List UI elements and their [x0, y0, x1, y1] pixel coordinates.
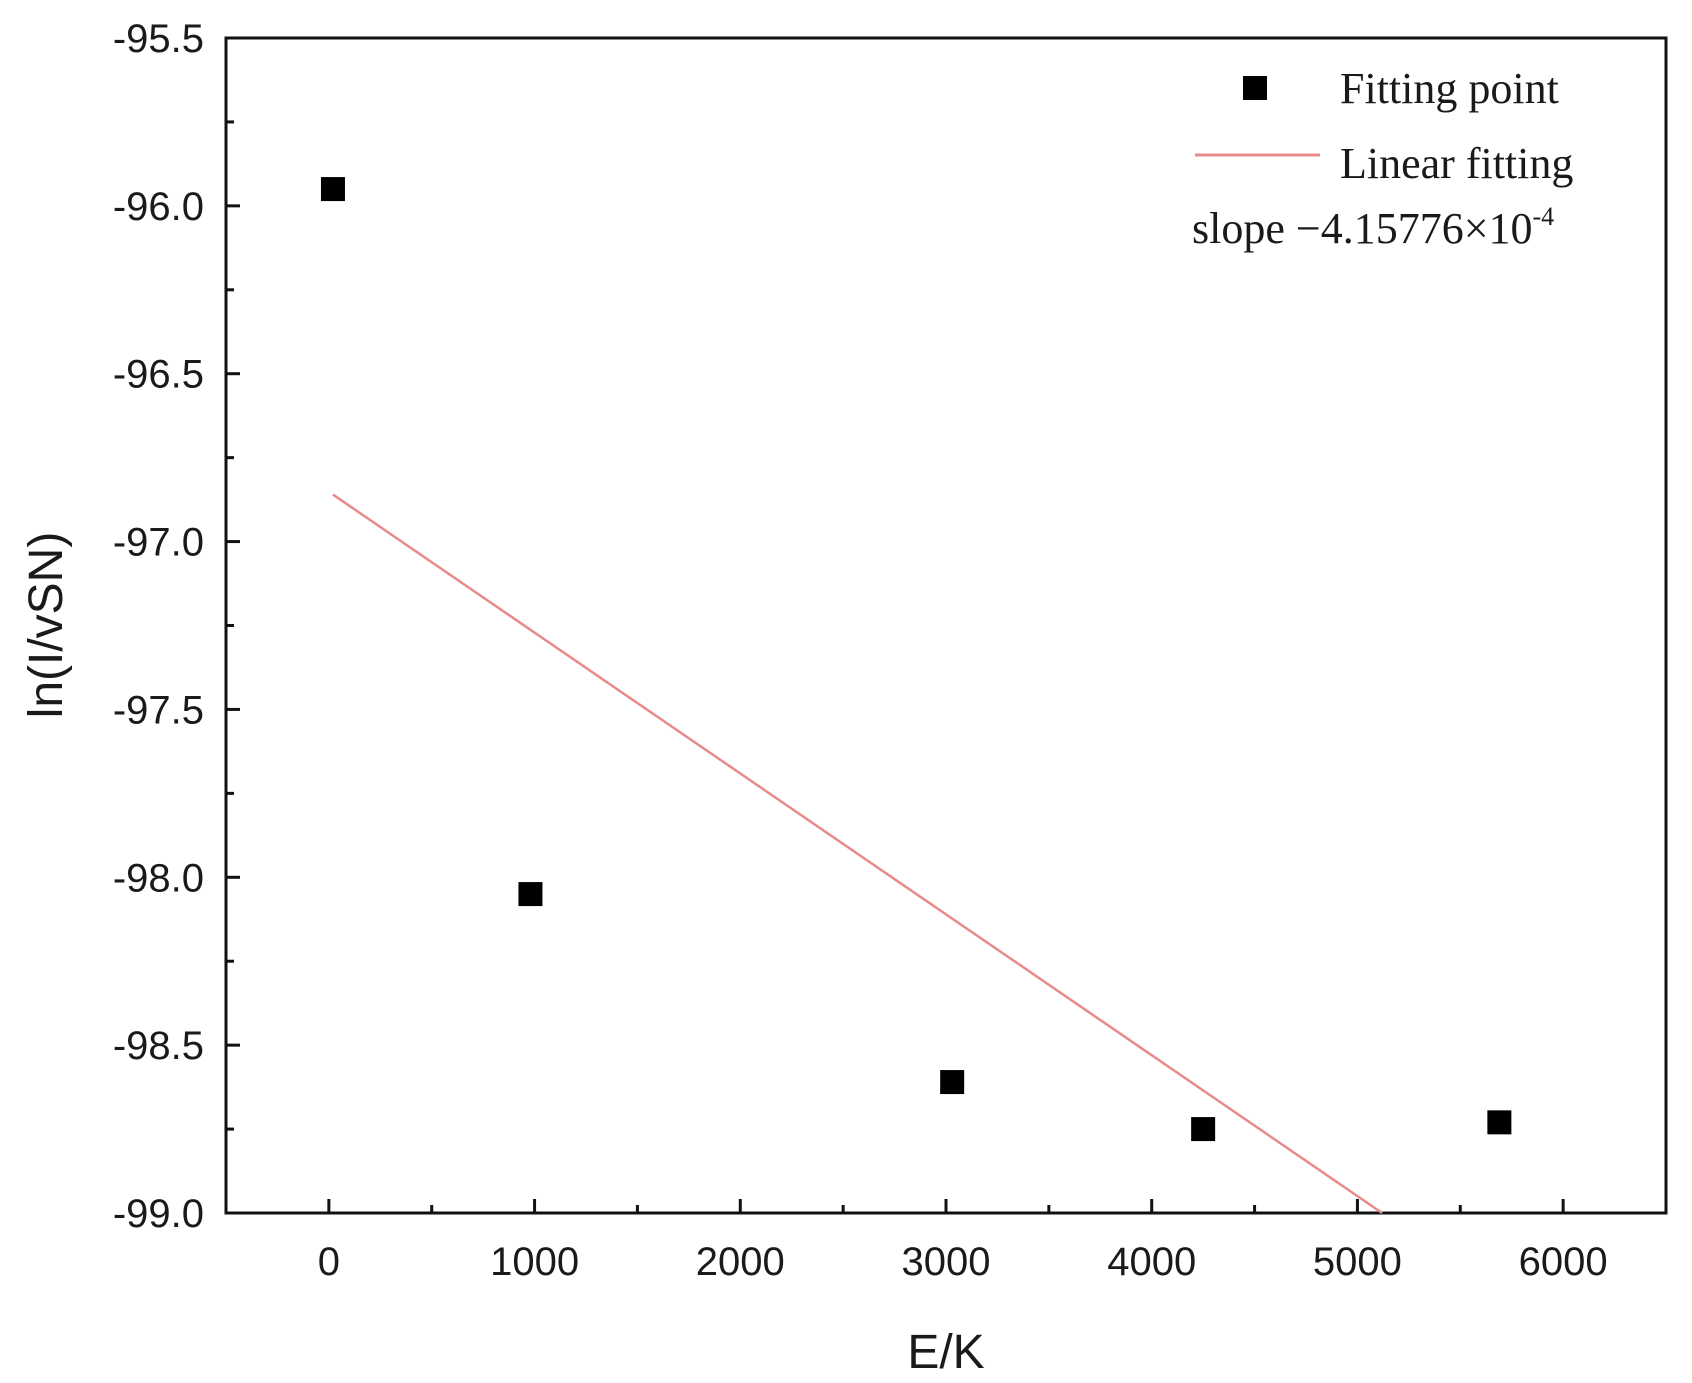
legend-linear-fitting-label: Linear fitting: [1340, 139, 1573, 188]
x-tick-label: 6000: [1519, 1240, 1608, 1284]
y-tick-label: -98.0: [113, 856, 204, 900]
x-tick-label: 4000: [1107, 1240, 1196, 1284]
slope-annotation-text: slope −4.15776×10: [1192, 204, 1533, 253]
y-tick-label: -97.0: [113, 521, 204, 565]
fitting-point-marker: [940, 1070, 965, 1095]
fitting-point-marker: [1191, 1117, 1216, 1142]
x-tick-label: 1000: [490, 1240, 579, 1284]
tick-labels: 0 1000 2000 3000 4000 5000 6000 -95.5 -96.0 -96.5…: [113, 17, 1608, 1284]
y-tick-label: -98.5: [113, 1024, 204, 1068]
fitting-point-marker: [320, 177, 345, 202]
y-tick-label: -99.0: [113, 1192, 204, 1236]
legend-fitting-point-label: Fitting point: [1340, 64, 1559, 113]
y-tick-label: -96.5: [113, 353, 204, 397]
y-tick-label: -95.5: [113, 17, 204, 61]
fitting-point-marker: [518, 882, 543, 907]
x-tick-label: 0: [318, 1240, 340, 1284]
x-tick-label: 5000: [1313, 1240, 1402, 1284]
y-tick-label: -97.5: [113, 688, 204, 732]
series-layer: [320, 177, 1512, 1215]
x-axis-title: E/K: [907, 1326, 984, 1379]
linear-fitting-line: [332, 493, 1383, 1215]
slope-annotation: slope −4.15776×10-4: [1192, 202, 1554, 253]
legend-fitting-point-marker: [1243, 76, 1267, 100]
x-tick-label: 2000: [696, 1240, 785, 1284]
y-axis-title: ln(I/vSN): [20, 532, 73, 719]
fitting-point-marker: [1487, 1110, 1512, 1135]
ticks: [226, 36, 1565, 1215]
x-tick-label: 3000: [902, 1240, 991, 1284]
slope-annotation-exponent: -4: [1533, 202, 1555, 231]
legend: Fitting point Linear fitting slope −4.15…: [1192, 64, 1573, 253]
y-tick-label: -96.0: [113, 185, 204, 229]
